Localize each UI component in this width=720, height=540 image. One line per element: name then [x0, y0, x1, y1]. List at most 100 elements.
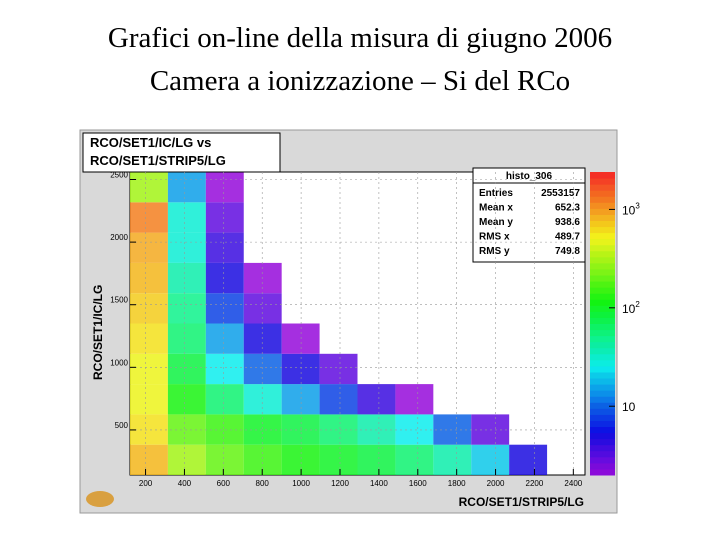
chart-title: RCO/SET1/STRIP5/LG [90, 153, 226, 168]
colorbar-band [590, 268, 615, 276]
colorbar-band [590, 353, 615, 361]
cell [281, 323, 320, 354]
colorbar-band [590, 329, 615, 337]
cell [130, 414, 168, 445]
stats-label: RMS x [479, 232, 510, 243]
cell [167, 293, 206, 324]
z-tick-exponent: 3 [635, 201, 640, 210]
cell [471, 414, 510, 445]
colorbar-band [590, 426, 615, 434]
colorbar-band [590, 172, 615, 179]
colorbar-band [590, 305, 615, 312]
z-tick-base: 10 [622, 203, 636, 217]
colorbar-band [590, 208, 615, 215]
cell [205, 232, 244, 263]
x-tick-label: 1200 [331, 479, 349, 488]
colorbar-band [590, 287, 615, 294]
cell [243, 353, 282, 385]
cell [509, 444, 548, 475]
colorbar-band [590, 384, 615, 391]
cell [205, 384, 244, 415]
colorbar-band [590, 456, 615, 464]
colorbar-band [590, 178, 615, 185]
colorbar-band [590, 438, 615, 446]
y-tick-label: 1000 [110, 358, 128, 367]
cell [319, 384, 358, 415]
stats-value: 2553157 [541, 188, 580, 199]
colorbar-band [590, 232, 615, 240]
cell [433, 414, 472, 445]
cell [281, 414, 320, 445]
y-axis-title: RCO/SET1/IC/LG [91, 285, 105, 380]
cell [167, 444, 206, 475]
stats-label: Mean x [479, 203, 513, 214]
cell [471, 444, 510, 475]
cell [167, 414, 206, 445]
x-tick-label: 400 [178, 479, 192, 488]
cell [130, 202, 168, 233]
cell [243, 384, 282, 415]
cell [130, 444, 168, 475]
cell [167, 172, 206, 203]
colorbar-band [590, 323, 615, 331]
stats-label: RMS y [479, 246, 510, 257]
z-tick-exponent: 2 [635, 300, 640, 309]
stats-title: histo_306 [506, 171, 553, 182]
y-tick-label: 2500 [110, 171, 128, 180]
z-tick-label: 103 [622, 201, 640, 217]
cell [319, 414, 358, 445]
stats-value: 489.7 [555, 232, 580, 243]
cell [167, 202, 206, 233]
cell [319, 444, 358, 475]
cell [130, 384, 168, 415]
x-tick-label: 600 [217, 479, 231, 488]
logo-icon [86, 491, 114, 507]
colorbar-band [590, 293, 615, 300]
colorbar-band [590, 311, 615, 318]
x-tick-label: 2200 [526, 479, 544, 488]
colorbar-band [590, 244, 615, 252]
cell [130, 262, 168, 294]
cell [395, 384, 434, 415]
colorbar-band [590, 190, 615, 197]
colorbar-band [590, 250, 615, 258]
cell [205, 444, 244, 475]
cell [319, 353, 358, 385]
cell [243, 293, 282, 324]
title-box [82, 132, 281, 173]
colorbar-band [590, 184, 615, 191]
colorbar-band [590, 262, 615, 270]
cell [205, 202, 244, 233]
cell [433, 444, 472, 475]
cell [205, 293, 244, 324]
cell [130, 293, 168, 324]
cell [205, 353, 244, 385]
cell [130, 172, 168, 203]
stats-label: Mean y [479, 217, 513, 228]
cell [167, 232, 206, 263]
cell [243, 262, 282, 294]
y-tick-label: 1500 [110, 296, 128, 305]
cell [167, 384, 206, 415]
cell [281, 384, 320, 415]
cells [130, 172, 548, 475]
stats-box: histo_306 Entries 2553157 Mean x 652.3 Mean y… [472, 167, 586, 263]
z-tick-base: 10 [622, 302, 636, 316]
colorbar-band [590, 214, 615, 221]
colorbar-band [590, 371, 615, 379]
colorbar-band [590, 220, 615, 228]
x-tick-label: 2400 [564, 479, 582, 488]
colorbar-band [590, 378, 615, 385]
cell [243, 323, 282, 354]
stats-value: 749.8 [555, 246, 580, 257]
colorbar-band [590, 420, 615, 428]
colorbar-band [590, 450, 615, 458]
colorbar-band [590, 444, 615, 452]
colorbar-band [590, 365, 615, 373]
colorbar-band [590, 335, 615, 343]
colorbar-band [590, 396, 615, 403]
colorbar-band [590, 202, 615, 209]
x-tick-label: 2000 [487, 479, 505, 488]
cell [205, 172, 244, 203]
colorbar-band [590, 256, 615, 264]
